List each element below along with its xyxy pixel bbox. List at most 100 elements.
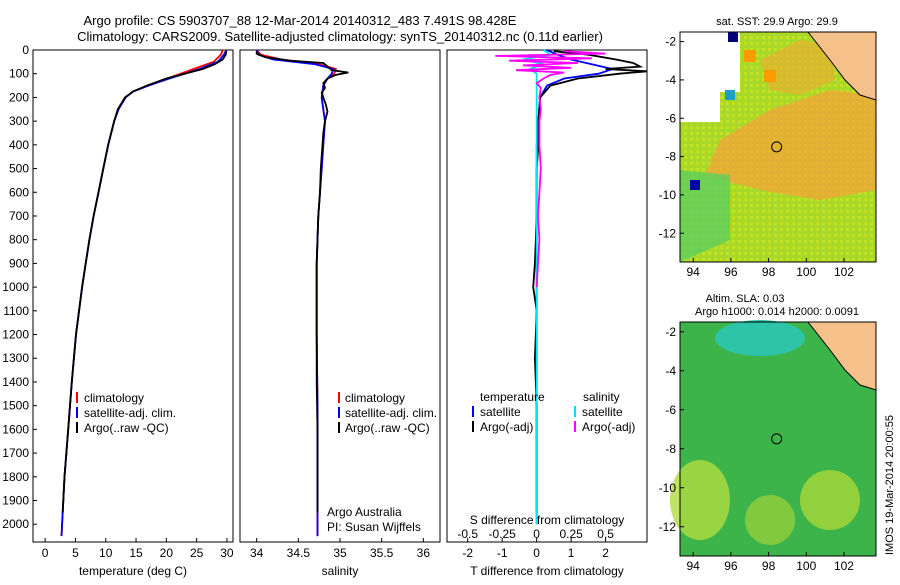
x-tick-label: 5 [72,546,79,560]
legend-label-sal-argo: Argo(-adj) [582,420,635,434]
y-tick-label: 1400 [2,375,29,389]
x-tick-label: 10 [99,546,113,560]
x-tick-label: -2 [462,546,473,560]
sst-patch [764,70,776,82]
y-tick-label: 2000 [2,517,29,531]
map-y-tick-label: -12 [659,226,677,240]
sst-warm-band-2 [760,40,835,95]
temperature-legend: climatology satellite-adj. clim. Argo(..… [76,391,176,435]
title-line2: Climatology: CARS2009. Satellite-adjuste… [77,29,603,44]
legend-label-argo: Argo(..raw -QC) [84,421,169,435]
x-tick-label: 2 [602,546,609,560]
map-y-tick-label: -8 [665,442,676,456]
y-tick-label: 400 [9,138,29,152]
map-y-tick-label: -4 [665,364,676,378]
salinity-frame [239,49,441,543]
sst-patch [728,32,738,42]
sst-cool-patch [680,170,730,262]
sst-warm-band [705,90,876,200]
y-tick-label: 200 [9,90,29,104]
sla-high-anomaly [670,460,730,540]
x-tick-label: 0 [42,546,49,560]
sla-map-title-line2: Argo h1000: 0.014 h2000: 0.0091 [695,306,859,318]
x-tick-label: 34 [250,546,264,560]
map-y-tick-label: -8 [665,150,676,164]
difference-legend: temperature salinity satellite Argo(-adj… [472,390,635,434]
series-line-clim [60,49,224,537]
sst-map-frame [679,31,877,263]
map-x-tick-label: 100 [796,265,816,279]
x-tick-label: 30 [220,546,234,560]
y-tick-label: 1800 [2,470,29,484]
x-tick-label: 0 [533,546,540,560]
x-tick-label: 1 [568,546,575,560]
s-tick-label: 0.5 [597,527,614,541]
sla-map-frame [679,321,877,557]
s-tick-label: 0.25 [559,527,583,541]
series-line-sat [535,49,616,525]
series-line-ssat [522,49,553,525]
y-tick-label: 0 [22,43,29,57]
sst-map-title: sat. SST: 29.9 Argo: 29.9 [716,16,838,28]
y-tick-label: 1100 [3,304,29,318]
salinity-annotation-line2: PI: Susan Wijffels [327,520,421,534]
map-y-tick-label: -6 [665,111,676,125]
salinity-panel: 34 34.5 35 35.5 36 climatology satellite-adj… [239,49,441,578]
y-tick-label: 500 [9,162,29,176]
map-x-tick-label: 94 [687,265,701,279]
x-tick-label: 15 [129,546,143,560]
legend-title-salinity: salinity [583,390,620,404]
legend-label-climatology: climatology [345,391,405,405]
legend-title-temperature: temperature [480,390,545,404]
s-tick-label: -0.25 [488,527,516,541]
temperature-panel: 0100200300400500600700800900100011001200… [2,43,234,578]
sla-high-anomaly [800,470,860,530]
y-tick-label: 100 [9,67,29,81]
y-tick-label: 700 [9,209,29,223]
sst-patch [744,50,756,62]
y-tick-label: 1300 [2,351,29,365]
y-tick-label: 1500 [2,399,29,413]
map-y-tick-label: -10 [659,188,677,202]
temperature-xlabel: temperature (deg C) [79,564,187,578]
y-tick-label: 1200 [2,328,29,342]
map-x-tick-label: 102 [834,559,854,573]
legend-label-temp-satellite: satellite [480,405,521,419]
map-x-tick-label: 98 [762,265,776,279]
sst-patch [690,180,700,190]
difference-frame [446,49,648,543]
map-y-tick-label: -4 [665,73,676,87]
x-tick-label: 20 [160,546,174,560]
temperature-frame [32,49,234,543]
series-line-argo [255,51,349,513]
series-line-argo [61,51,228,513]
sla-high-anomaly [715,320,805,356]
map-x-tick-label: 100 [796,559,816,573]
map-y-tick-label: -10 [659,481,677,495]
y-tick-label: 1900 [2,494,29,508]
map-x-tick-label: 96 [724,265,738,279]
map-x-tick-label: 98 [762,559,776,573]
series-line-sargo [495,50,606,288]
map-x-tick-label: 94 [687,559,701,573]
series-line-argo [532,50,648,513]
series-line-sat [60,49,228,537]
legend-label-satellite: satellite-adj. clim. [345,406,437,420]
map-y-tick-label: -12 [659,520,677,534]
map-x-tick-label: 96 [724,559,738,573]
y-tick-label: 1700 [2,446,29,460]
x-tick-label: -1 [497,546,508,560]
salinity-xlabel: salinity [322,564,359,578]
difference-xlabel: T difference from climatology [470,564,624,578]
map-y-tick-label: -2 [665,35,676,49]
legend-label-argo: Argo(..raw -QC) [345,421,430,435]
x-tick-label: 25 [190,546,204,560]
difference-panel: -2 -1 0 1 2 -0.5 -0.25 0 0.25 0.5 temperature sal… [446,49,648,578]
legend-label-satellite: satellite-adj. clim. [84,406,176,420]
map-y-tick-label: -2 [665,325,676,339]
map-x-tick-label: 102 [834,265,854,279]
salinity-annotation-line1: Argo Australia [327,505,402,519]
legend-label-temp-argo: Argo(-adj) [480,420,533,434]
x-tick-label: 35.5 [370,546,394,560]
